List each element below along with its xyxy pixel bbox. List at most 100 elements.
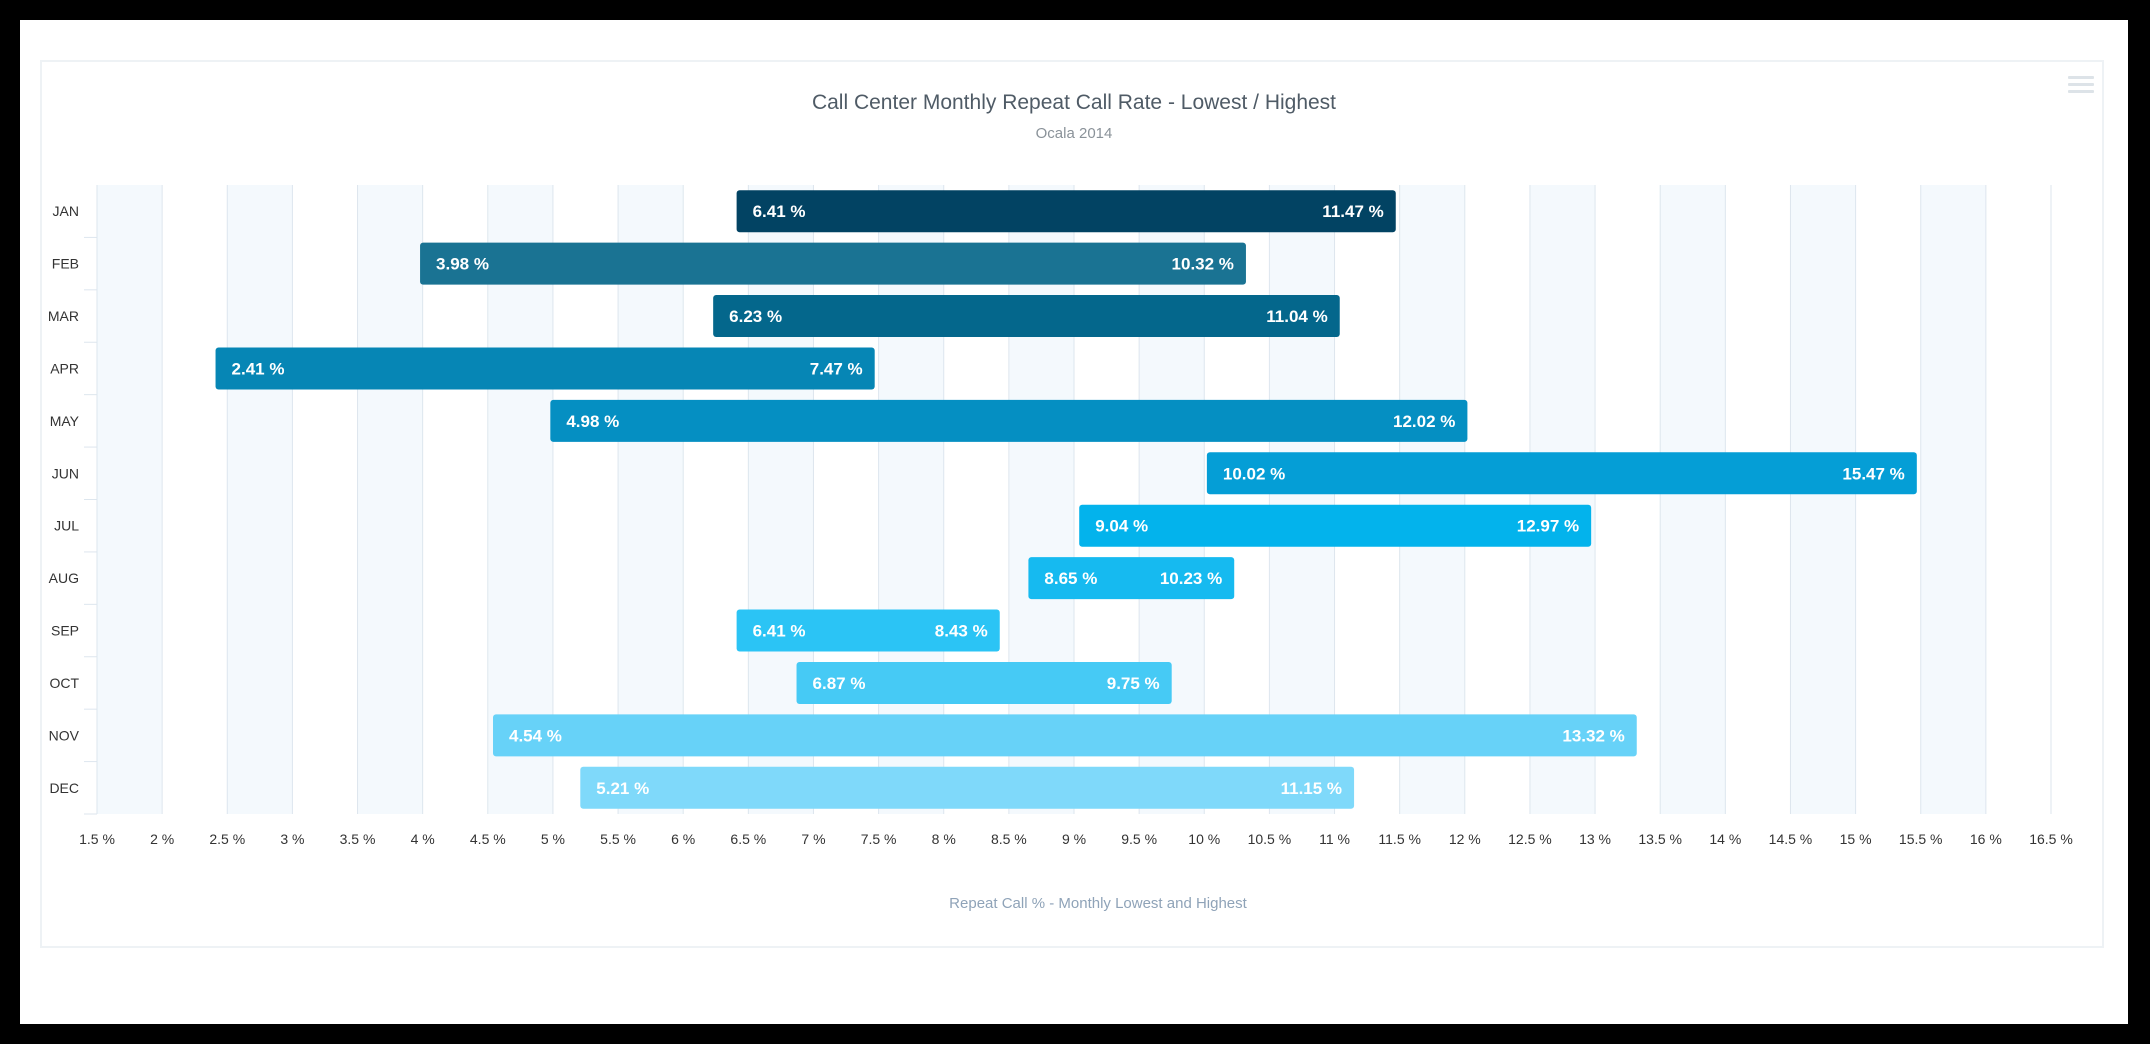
bar-high-label: 7.47 % <box>810 359 863 378</box>
range-bar <box>736 609 1000 652</box>
x-tick-label: 4 % <box>411 831 435 847</box>
range-bar <box>1028 557 1235 600</box>
plot-band <box>1660 185 1726 814</box>
range-bar <box>550 399 1468 442</box>
x-tick-label: 9.5 % <box>1121 831 1157 847</box>
bar-low-label: 4.54 % <box>509 726 562 745</box>
x-tick-label: 9 % <box>1062 831 1086 847</box>
chart-title: Call Center Monthly Repeat Call Rate - L… <box>812 91 1336 114</box>
plot-band <box>1269 185 1335 814</box>
menu-line <box>2068 83 2094 86</box>
bar-low-label: 6.41 % <box>753 202 806 221</box>
y-tick-label: OCT <box>49 675 79 691</box>
x-tick-label: 10.5 % <box>1248 831 1292 847</box>
range-bar <box>215 347 875 390</box>
y-tick-label: NOV <box>49 727 80 743</box>
x-tick-label: 1.5 % <box>79 831 115 847</box>
x-tick-label: 14 % <box>1709 831 1741 847</box>
bar-high-label: 11.47 % <box>1322 202 1383 221</box>
x-tick-label: 11 % <box>1319 831 1350 847</box>
y-tick-label: JUN <box>52 465 79 481</box>
plot-band <box>1920 185 1986 814</box>
x-tick-label: 8.5 % <box>991 831 1027 847</box>
range-bar <box>1206 452 1917 495</box>
y-tick-label: MAR <box>48 308 79 324</box>
bar-low-label: 6.23 % <box>729 307 782 326</box>
x-tick-label: 15.5 % <box>1899 831 1943 847</box>
x-tick-label: 16.5 % <box>2029 831 2073 847</box>
y-tick-label: FEB <box>52 256 79 272</box>
x-tick-label: 7.5 % <box>861 831 897 847</box>
plot-band <box>878 185 944 814</box>
range-bar <box>493 714 1637 757</box>
range-bar <box>1079 504 1592 547</box>
plot-band <box>357 185 423 814</box>
bar-low-label: 5.21 % <box>596 779 649 798</box>
range-bar <box>420 242 1246 285</box>
bar-low-label: 9.04 % <box>1095 517 1148 536</box>
x-tick-label: 3.5 % <box>340 831 376 847</box>
x-tick-label: 5.5 % <box>600 831 636 847</box>
plot-band <box>97 185 163 814</box>
plot-band <box>1139 185 1205 814</box>
plot-band <box>748 185 814 814</box>
plot-band <box>487 185 553 814</box>
bar-high-label: 11.04 % <box>1266 307 1327 326</box>
bar-low-label: 2.41 % <box>232 359 285 378</box>
x-tick-label: 11.5 % <box>1378 831 1421 847</box>
bar-high-label: 12.97 % <box>1517 517 1579 536</box>
bar-high-label: 8.43 % <box>935 622 988 641</box>
x-tick-label: 2 % <box>150 831 174 847</box>
y-tick-label: SEP <box>51 623 79 639</box>
x-tick-label: 15 % <box>1840 831 1872 847</box>
bar-series: 6.41 % 11.47 % 3.98 % 10.32 % 6.23 % 11.04 % 2… <box>215 190 1917 809</box>
bar-low-label: 8.65 % <box>1044 569 1097 588</box>
y-tick-label: JUL <box>54 518 79 534</box>
y-tick-label: JAN <box>53 203 79 219</box>
plot-band <box>1399 185 1465 814</box>
bar-high-label: 10.32 % <box>1172 255 1234 274</box>
bar-high-label: 10.23 % <box>1160 569 1222 588</box>
y-tick-label: MAY <box>50 413 80 429</box>
plot-band <box>1008 185 1074 814</box>
plot-band <box>1790 185 1856 814</box>
x-tick-label: 12.5 % <box>1508 831 1552 847</box>
bar-high-label: 13.32 % <box>1562 726 1624 745</box>
bar-high-label: 9.75 % <box>1107 674 1160 693</box>
x-tick-label: 16 % <box>1970 831 2002 847</box>
x-tick-label: 2.5 % <box>209 831 245 847</box>
chart: Call Center Monthly Repeat Call Rate - L… <box>48 91 2073 912</box>
plot-band <box>618 185 684 814</box>
chart-subtitle: Ocala 2014 <box>1036 125 1113 142</box>
range-bar <box>736 190 1396 233</box>
bar-low-label: 10.02 % <box>1223 464 1285 483</box>
x-tick-label: 12 % <box>1449 831 1481 847</box>
x-tick-label: 13 % <box>1579 831 1611 847</box>
x-tick-label: 4.5 % <box>470 831 506 847</box>
hamburger-menu-icon[interactable] <box>2068 76 2094 98</box>
x-tick-label: 7 % <box>801 831 825 847</box>
y-tick-label: APR <box>50 360 79 376</box>
bar-low-label: 3.98 % <box>436 255 489 274</box>
x-tick-label: 6.5 % <box>730 831 766 847</box>
plot-bands <box>97 185 1986 814</box>
bar-high-label: 12.02 % <box>1393 412 1455 431</box>
x-tick-label: 13.5 % <box>1638 831 1682 847</box>
x-axis-title: Repeat Call % - Monthly Lowest and Highe… <box>949 895 1247 912</box>
range-bar <box>580 766 1355 809</box>
x-tick-label: 10 % <box>1188 831 1220 847</box>
x-axis-ticks: 1.5 % 2 % 2.5 % 3 % 3.5 % 4 % 4.5 % 5 % 5.5 % 6 %… <box>79 831 2073 847</box>
menu-line <box>2068 76 2094 79</box>
bar-low-label: 6.87 % <box>813 674 866 693</box>
x-tick-label: 14.5 % <box>1769 831 1813 847</box>
range-bar <box>796 661 1172 704</box>
x-tick-label: 6 % <box>671 831 695 847</box>
x-tick-label: 3 % <box>280 831 304 847</box>
plot-band <box>227 185 293 814</box>
x-tick-label: 5 % <box>541 831 565 847</box>
bar-high-label: 11.15 % <box>1281 779 1342 798</box>
menu-line <box>2068 90 2094 93</box>
range-bar <box>713 295 1340 338</box>
x-tick-label: 8 % <box>932 831 956 847</box>
y-tick-label: AUG <box>49 570 79 586</box>
